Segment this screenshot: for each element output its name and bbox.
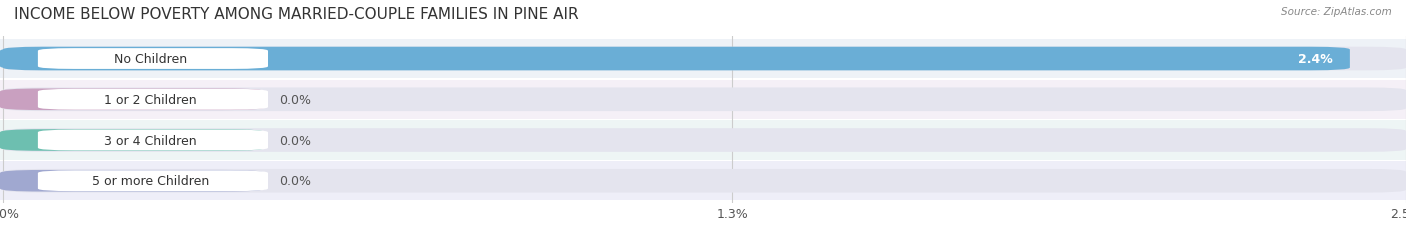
Text: 2.4%: 2.4% [1298, 53, 1333, 66]
Text: 0.0%: 0.0% [280, 134, 311, 147]
FancyBboxPatch shape [3, 48, 1406, 71]
FancyBboxPatch shape [38, 130, 269, 151]
Text: 5 or more Children: 5 or more Children [91, 174, 208, 187]
FancyBboxPatch shape [38, 49, 269, 70]
Bar [0, 161, 1406, 201]
FancyBboxPatch shape [0, 170, 266, 192]
Bar [0, 80, 1406, 119]
FancyBboxPatch shape [0, 89, 266, 111]
Text: INCOME BELOW POVERTY AMONG MARRIED-COUPLE FAMILIES IN PINE AIR: INCOME BELOW POVERTY AMONG MARRIED-COUPL… [14, 7, 579, 22]
Text: 1 or 2 Children: 1 or 2 Children [104, 93, 197, 106]
FancyBboxPatch shape [38, 89, 269, 110]
FancyBboxPatch shape [3, 169, 1406, 193]
FancyBboxPatch shape [3, 48, 1350, 71]
Text: 0.0%: 0.0% [280, 93, 311, 106]
Bar [0, 40, 1406, 79]
FancyBboxPatch shape [0, 49, 266, 70]
FancyBboxPatch shape [0, 130, 266, 151]
Text: 3 or 4 Children: 3 or 4 Children [104, 134, 197, 147]
Text: 0.0%: 0.0% [280, 174, 311, 187]
Text: Source: ZipAtlas.com: Source: ZipAtlas.com [1281, 7, 1392, 17]
FancyBboxPatch shape [3, 88, 1406, 112]
Text: No Children: No Children [114, 53, 187, 66]
FancyBboxPatch shape [3, 129, 1406, 152]
FancyBboxPatch shape [38, 171, 269, 191]
Bar [0, 121, 1406, 160]
